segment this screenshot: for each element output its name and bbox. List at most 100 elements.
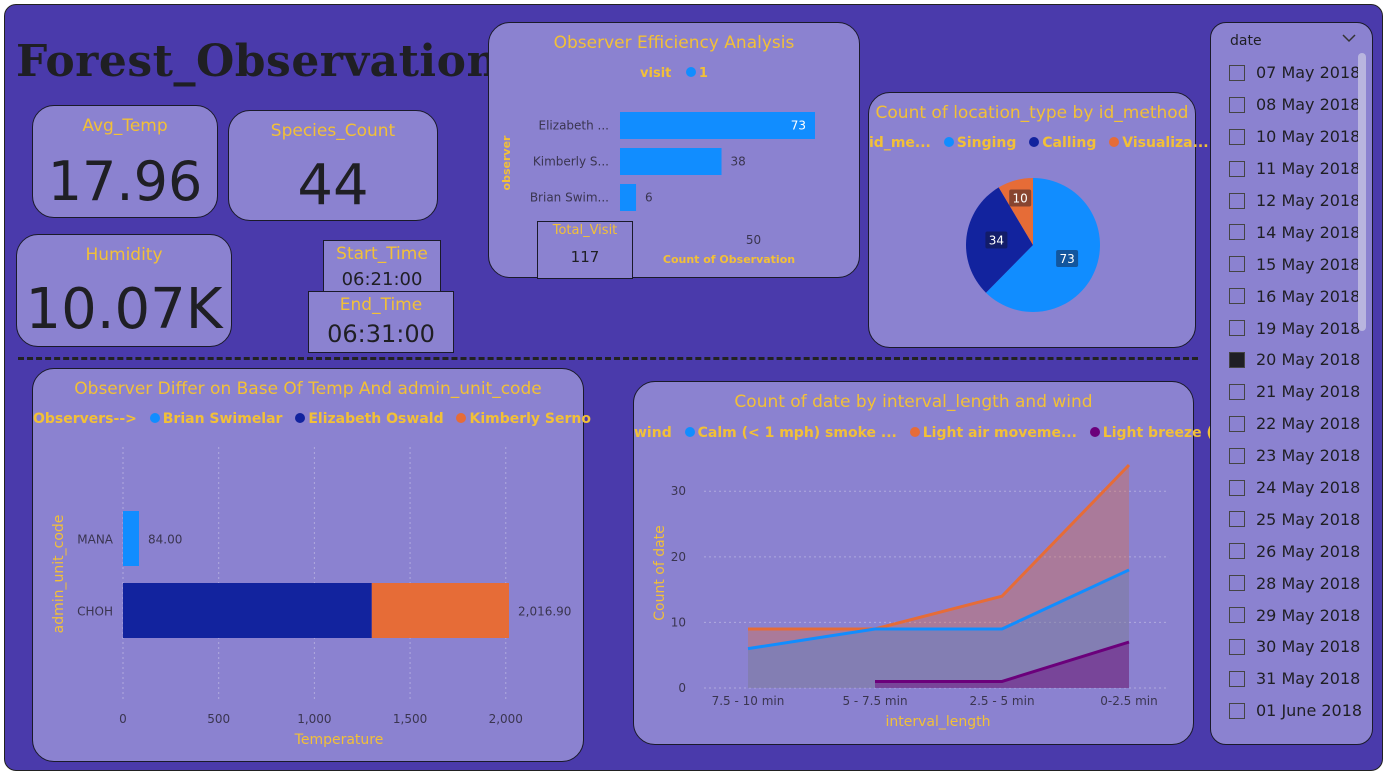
- efficiency-y-axis-title: observer: [500, 135, 513, 190]
- date-checkbox[interactable]: [1229, 256, 1245, 273]
- total-visit-value: 117: [570, 248, 600, 266]
- pie-chart-card[interactable]: Count of location_type by id_method id_m…: [868, 92, 1209, 348]
- date-slicer-item[interactable]: 11 May 2018: [1229, 153, 1372, 185]
- date-checkbox[interactable]: [1229, 670, 1245, 687]
- date-slicer-item[interactable]: 28 May 2018: [1229, 567, 1372, 599]
- date-label: 22 May 2018: [1256, 414, 1361, 434]
- area-legend-dot-light-air: [909, 427, 920, 437]
- total-visit-card[interactable]: Total_Visit 117: [537, 221, 633, 279]
- area-x-tick: 7.5 - 10 min: [712, 694, 785, 708]
- date-checkbox[interactable]: [1229, 447, 1245, 464]
- date-checkbox[interactable]: [1229, 320, 1245, 337]
- date-label: 11 May 2018: [1256, 159, 1361, 179]
- start-time-value: 06:21:00: [341, 269, 423, 290]
- pie-label-bg: [1056, 249, 1079, 267]
- start-time-label: Start_Time: [336, 244, 428, 264]
- date-checkbox[interactable]: [1229, 160, 1245, 177]
- date-checkbox[interactable]: [1229, 511, 1245, 528]
- date-slicer-item[interactable]: 19 May 2018: [1229, 312, 1372, 344]
- date-slicer-item[interactable]: 30 May 2018: [1229, 631, 1372, 663]
- date-slicer-item[interactable]: 15 May 2018: [1229, 248, 1372, 280]
- humidity-card[interactable]: Humidity 10.07K: [16, 234, 232, 347]
- area-y-tick: 0: [678, 681, 686, 695]
- temp-legend-kimberly: Kimberly Serno: [469, 411, 591, 427]
- efficiency-data-label: 73: [791, 119, 806, 133]
- date-checkbox[interactable]: [1229, 638, 1245, 655]
- date-slicer-header: date: [1230, 33, 1262, 49]
- date-slicer-item[interactable]: 29 May 2018: [1229, 599, 1372, 631]
- date-slicer-item[interactable]: 24 May 2018: [1229, 472, 1372, 504]
- date-checkbox[interactable]: [1229, 96, 1245, 113]
- date-checkbox[interactable]: [1229, 479, 1245, 496]
- area-x-tick: 2.5 - 5 min: [969, 694, 1034, 708]
- date-checkbox[interactable]: [1229, 224, 1245, 241]
- temp-legend-dot-brian: [149, 413, 160, 423]
- date-slicer-item[interactable]: 16 May 2018: [1229, 280, 1372, 312]
- temp-category-label: CHOH: [77, 605, 113, 619]
- date-slicer-item[interactable]: 31 May 2018: [1229, 663, 1372, 695]
- temp-bar-segment: [371, 583, 509, 638]
- pie-legend-title: id_me...: [869, 135, 931, 151]
- date-slicer-item[interactable]: 26 May 2018: [1229, 535, 1372, 567]
- end-time-card[interactable]: End_Time 06:31:00: [308, 291, 454, 353]
- date-slicer-item[interactable]: 08 May 2018: [1229, 89, 1372, 121]
- date-slicer-item[interactable]: 25 May 2018: [1229, 503, 1372, 535]
- date-checkbox[interactable]: [1229, 351, 1245, 368]
- area-legend-calm: Calm (< 1 mph) smoke ...: [697, 425, 897, 441]
- end-time-label: End_Time: [339, 295, 423, 315]
- temp-chart-card[interactable]: Observer Differ on Base Of Temp And admi…: [32, 368, 591, 762]
- temp-bar-segment: [123, 511, 139, 566]
- efficiency-bar: [620, 112, 815, 139]
- date-label: 10 May 2018: [1256, 127, 1361, 147]
- efficiency-chart-title: Observer Efficiency Analysis: [553, 33, 795, 53]
- date-label: 24 May 2018: [1256, 478, 1361, 498]
- humidity-value: 10.07K: [25, 277, 223, 342]
- temp-legend-dot-elizabeth: [295, 413, 306, 423]
- date-checkbox[interactable]: [1229, 543, 1245, 560]
- area-legend-dot-light-breeze: [1089, 427, 1100, 437]
- date-slicer-item[interactable]: 12 May 2018: [1229, 185, 1372, 217]
- date-slicer-item[interactable]: 22 May 2018: [1229, 408, 1372, 440]
- avg-temp-card[interactable]: Avg_Temp 17.96: [32, 105, 218, 218]
- area-legend-light-air: Light air moveme...: [922, 425, 1077, 441]
- date-slicer-item[interactable]: 23 May 2018: [1229, 440, 1372, 472]
- temp-legend: Observers--> Brian Swimelar Elizabeth Os…: [33, 411, 591, 427]
- date-slicer[interactable]: date 07 May 2018 08 May 2018 10 May 2018 11…: [1210, 22, 1373, 745]
- species-count-label: Species_Count: [270, 121, 396, 141]
- date-checkbox[interactable]: [1229, 702, 1245, 719]
- species-count-card[interactable]: Species_Count 44: [228, 110, 438, 221]
- date-checkbox[interactable]: [1229, 64, 1245, 81]
- area-series-line: [748, 463, 1131, 631]
- date-label: 23 May 2018: [1256, 446, 1361, 466]
- date-slicer-item[interactable]: 14 May 2018: [1229, 216, 1372, 248]
- date-slicer-item[interactable]: 10 May 2018: [1229, 121, 1372, 153]
- efficiency-chart-card[interactable]: Observer Efficiency Analysis visit 1 obs…: [488, 22, 860, 279]
- pie-legend-singing: Singing: [956, 135, 1017, 151]
- efficiency-bar: [620, 184, 637, 211]
- chevron-down-icon[interactable]: [1342, 31, 1356, 47]
- date-checkbox[interactable]: [1229, 575, 1245, 592]
- date-slicer-item[interactable]: 21 May 2018: [1229, 376, 1372, 408]
- species-count-value: 44: [297, 153, 369, 218]
- area-y-tick: 30: [671, 484, 686, 498]
- date-checkbox[interactable]: [1229, 128, 1245, 145]
- date-checkbox[interactable]: [1229, 415, 1245, 432]
- efficiency-chart-svg: observer Elizabeth ... 73 Kimberly S... 38 Br…: [500, 112, 815, 266]
- temp-total-label: 2,016.90: [518, 605, 571, 619]
- date-checkbox[interactable]: [1229, 192, 1245, 209]
- date-slicer-item[interactable]: 07 May 2018: [1229, 57, 1372, 89]
- area-chart-card[interactable]: Count of date by interval_length and win…: [633, 381, 1229, 745]
- date-label: 28 May 2018: [1256, 573, 1361, 593]
- slicer-scrollbar[interactable]: [1358, 53, 1366, 331]
- temp-x-tick: 1,500: [393, 712, 427, 726]
- date-label: 20 May 2018: [1256, 350, 1361, 370]
- date-label: 08 May 2018: [1256, 95, 1361, 115]
- date-checkbox[interactable]: [1229, 383, 1245, 400]
- date-checkbox[interactable]: [1229, 607, 1245, 624]
- date-checkbox[interactable]: [1229, 288, 1245, 305]
- area-x-tick: 0-2.5 min: [1100, 694, 1158, 708]
- date-slicer-item[interactable]: 01 June 2018: [1229, 695, 1372, 727]
- date-slicer-item[interactable]: 20 May 2018: [1229, 344, 1372, 376]
- start-time-card[interactable]: Start_Time 06:21:00: [323, 240, 441, 292]
- date-label: 19 May 2018: [1256, 318, 1361, 338]
